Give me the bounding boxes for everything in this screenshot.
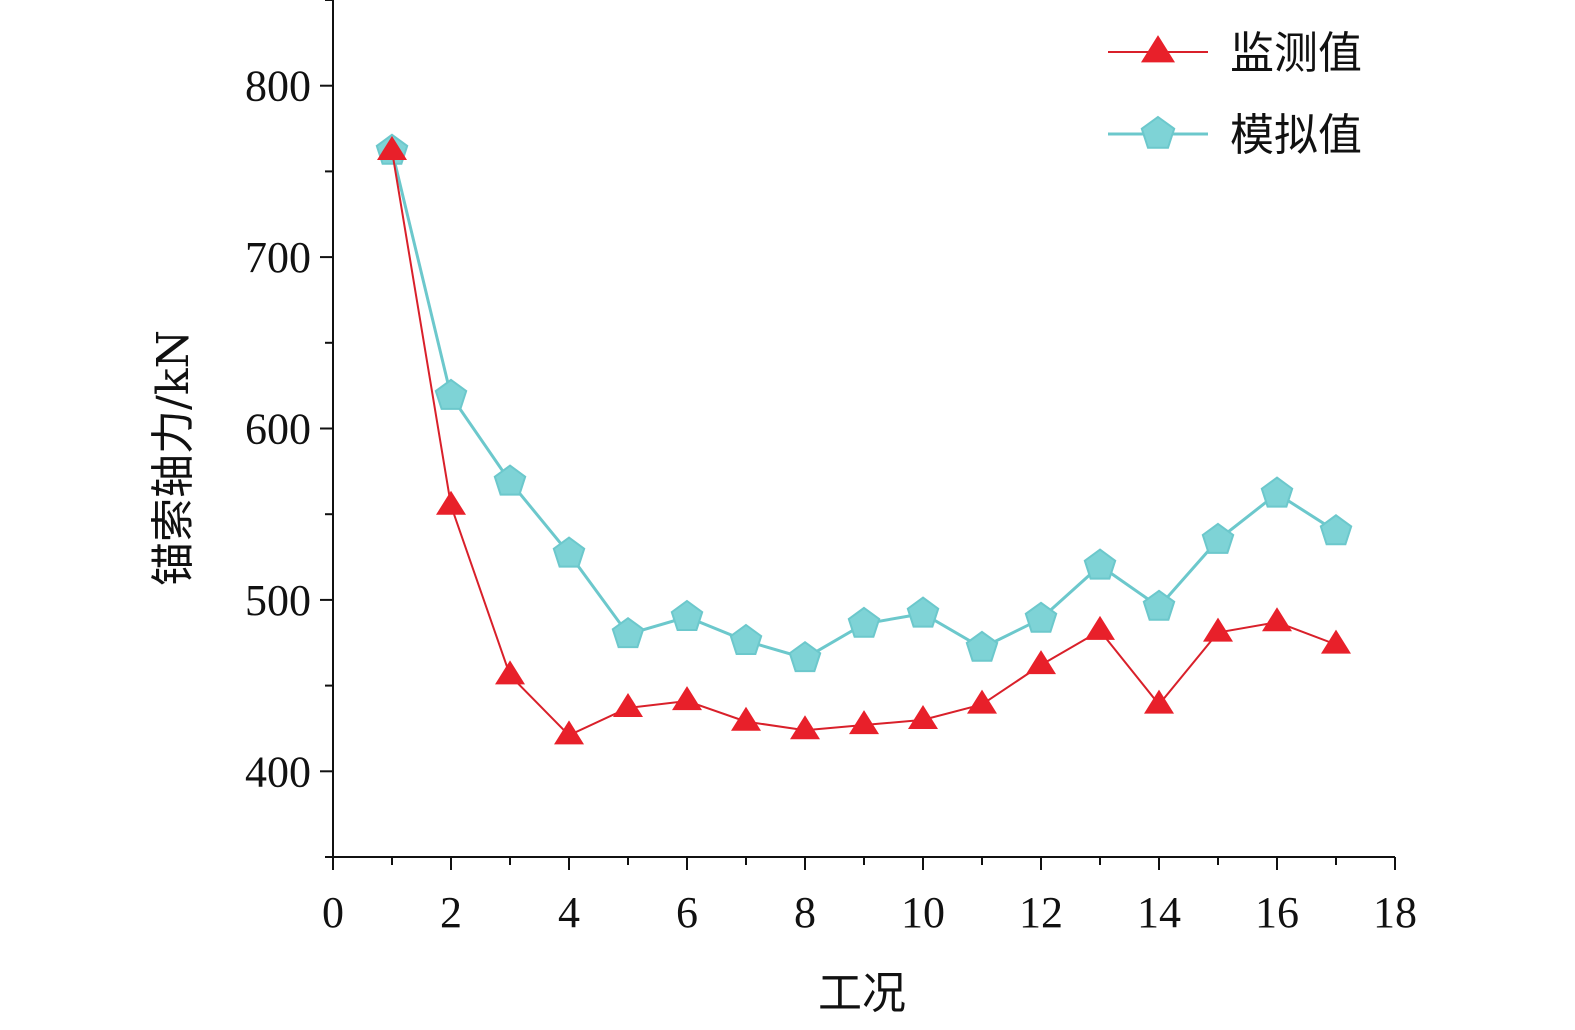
data-point-triangle [967, 689, 997, 714]
series-line [390, 150, 1337, 660]
data-point-pentagon [670, 599, 704, 631]
y-tick-label: 500 [245, 576, 311, 625]
series-simulated [375, 133, 1353, 673]
y-tick-label: 600 [245, 405, 311, 454]
x-tick-label: 4 [558, 888, 580, 937]
y-tick-label: 800 [245, 62, 311, 111]
data-point-pentagon [552, 536, 586, 568]
legend-marker-pentagon [1140, 115, 1176, 149]
legend-marker-triangle [1141, 35, 1175, 63]
data-point-triangle [377, 135, 407, 160]
x-tick-label: 12 [1019, 888, 1063, 937]
y-axis-ticks: 400 500 600 700 800 [245, 0, 333, 858]
data-point-pentagon [1024, 601, 1058, 633]
data-point-triangle [1321, 629, 1351, 654]
legend-item-simulated: 模拟值 [1108, 110, 1362, 161]
data-point-pentagon [1260, 476, 1294, 508]
data-point-pentagon [1201, 522, 1235, 554]
series-line [391, 150, 1337, 737]
series-layer [375, 133, 1353, 745]
x-tick-label: 0 [322, 888, 344, 937]
legend-label: 模拟值 [1230, 110, 1362, 161]
x-tick-label: 16 [1255, 888, 1299, 937]
data-point-pentagon [1142, 589, 1176, 621]
data-point-pentagon [611, 616, 645, 649]
series-measured [377, 135, 1351, 745]
data-point-triangle [908, 705, 938, 729]
data-point-pentagon [847, 606, 881, 638]
data-point-pentagon [1319, 514, 1353, 546]
data-point-triangle [436, 490, 466, 515]
x-tick-label: 8 [794, 888, 816, 937]
data-point-pentagon [1083, 548, 1117, 580]
data-point-pentagon [906, 596, 940, 628]
data-point-pentagon [788, 640, 822, 673]
x-tick-label: 6 [676, 888, 698, 937]
legend-item-measured: 监测值 [1108, 28, 1362, 79]
data-point-triangle [790, 715, 820, 740]
data-point-triangle [1144, 689, 1174, 714]
x-tick-label: 2 [440, 888, 462, 937]
x-axis-title: 工况 [818, 968, 906, 1019]
data-point-pentagon [965, 630, 999, 662]
y-tick-label: 400 [245, 747, 311, 796]
x-tick-label: 10 [901, 888, 945, 937]
x-axis-ticks: 0 2 4 6 8 10 12 14 16 18 [322, 857, 1417, 937]
x-tick-label: 14 [1137, 888, 1181, 937]
data-point-pentagon [434, 378, 468, 410]
data-point-triangle [495, 660, 525, 685]
data-point-triangle [849, 710, 879, 735]
x-tick-label: 18 [1373, 888, 1417, 937]
data-point-pentagon [729, 623, 763, 655]
data-point-triangle [1085, 615, 1115, 640]
data-point-pentagon [493, 464, 527, 496]
data-point-triangle [672, 686, 702, 711]
data-point-triangle [731, 706, 761, 731]
y-axis-title: 锚索轴力/kN [148, 330, 199, 586]
legend-label: 监测值 [1230, 28, 1362, 79]
data-point-triangle [1026, 650, 1056, 675]
y-tick-label: 700 [245, 233, 311, 282]
data-point-triangle [554, 720, 584, 745]
data-point-triangle [1203, 617, 1233, 642]
data-point-triangle [613, 693, 643, 718]
data-point-triangle [1262, 607, 1292, 632]
